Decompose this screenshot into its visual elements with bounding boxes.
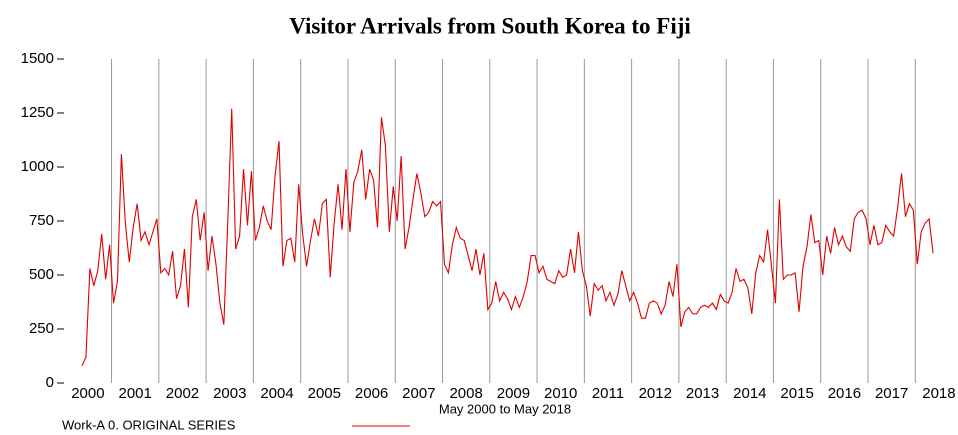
x-tick-label: 2011 [592, 385, 624, 402]
y-tick-label: 750 [29, 212, 54, 229]
x-tick-label: 2012 [639, 385, 672, 402]
x-tick-label: 2014 [733, 385, 766, 402]
x-tick-label: 2001 [119, 385, 152, 402]
chart-title: Visitor Arrivals from South Korea to Fij… [289, 13, 691, 38]
y-tick-label: 1250 [21, 104, 54, 121]
x-tick-label: 2005 [308, 385, 341, 402]
x-tick-label: 2009 [497, 385, 530, 402]
x-tick-label: 2017 [875, 385, 908, 402]
x-tick-label: 2013 [686, 385, 719, 402]
x-tick-label: 2000 [71, 385, 104, 402]
legend-label: Work-A 0. ORIGINAL SERIES [62, 417, 236, 432]
subtitle: May 2000 to May 2018 [439, 401, 571, 416]
x-tick-label: 2003 [213, 385, 246, 402]
x-tick-label: 2010 [544, 385, 577, 402]
series-line [81, 108, 934, 366]
x-tick-label: 2015 [780, 385, 813, 402]
y-tick-label: 1000 [21, 158, 54, 175]
x-tick-label: 2008 [449, 385, 482, 402]
y-tick-label: 500 [29, 266, 54, 283]
y-tick-label: 1500 [21, 50, 54, 67]
x-tick-label: 2018 [922, 385, 955, 402]
y-tick-label: 0 [46, 374, 54, 391]
x-tick-label: 2004 [260, 385, 293, 402]
x-tick-label: 2016 [828, 385, 861, 402]
x-tick-label: 2006 [355, 385, 388, 402]
x-tick-label: 2007 [402, 385, 435, 402]
x-tick-label: 2002 [166, 385, 199, 402]
y-tick-label: 250 [29, 320, 54, 337]
